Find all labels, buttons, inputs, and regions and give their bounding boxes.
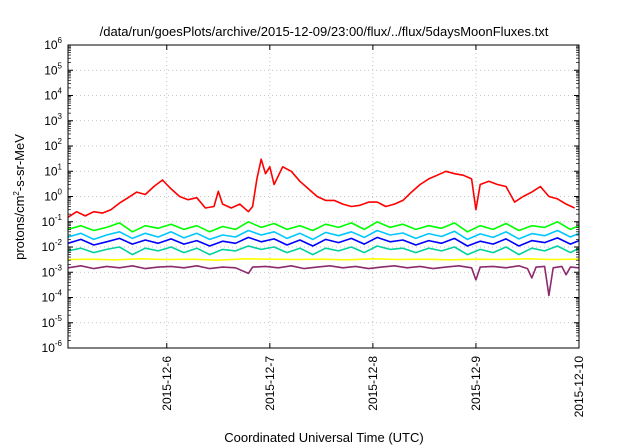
series-line bbox=[67, 245, 580, 256]
series-line bbox=[67, 221, 580, 233]
series-line bbox=[67, 257, 580, 262]
y-tick-label: 10-1 bbox=[42, 213, 63, 229]
chart-title: /data/run/goesPlots/archive/2015-12-09/2… bbox=[100, 24, 549, 39]
y-tick-label: 101 bbox=[44, 162, 62, 178]
y-tick-label: 10-3 bbox=[42, 263, 63, 279]
series-line bbox=[67, 236, 580, 247]
x-tick-label: 2015-12-9 bbox=[469, 356, 483, 411]
x-tick-label: 2015-12-8 bbox=[366, 356, 380, 411]
y-tick-label: 103 bbox=[44, 112, 62, 128]
y-tick-label: 100 bbox=[44, 188, 62, 204]
y-tick-label: 102 bbox=[44, 137, 62, 153]
data-series bbox=[67, 158, 580, 297]
grid-lines bbox=[68, 45, 579, 348]
y-tick-label: 104 bbox=[44, 87, 62, 103]
series-line bbox=[67, 229, 580, 241]
x-tick-label: 2015-12-7 bbox=[263, 356, 277, 411]
y-tick-label: 105 bbox=[44, 61, 62, 77]
x-axis-label: Coordinated Universal Time (UTC) bbox=[224, 430, 423, 445]
y-tick-label: 10-5 bbox=[42, 314, 63, 330]
y-axis-label: protons/cm2-s-sr-MeV bbox=[12, 134, 27, 260]
y-axis-ticks: 10-6 10-5 10-4 10-3 10-2 10-1 100 101 102 103 104 1… bbox=[42, 36, 579, 355]
y-tick-label: 10-2 bbox=[42, 238, 63, 254]
y-axis-label-base: protons/cm bbox=[12, 196, 27, 260]
x-axis-ticks: 2015-12-6 2015-12-7 2015-12-8 2015-12-9 2015… bbox=[160, 45, 586, 417]
y-tick-label: 10-4 bbox=[42, 289, 63, 305]
y-tick-label: 10-6 bbox=[42, 339, 63, 355]
y-axis-label-superscript: 2 bbox=[12, 191, 21, 196]
y-tick-label: 106 bbox=[44, 36, 62, 52]
x-tick-label: 2015-12-6 bbox=[160, 356, 174, 411]
series-line bbox=[67, 158, 576, 218]
series-line bbox=[67, 264, 580, 297]
y-axis-label-rest: -s-sr-MeV bbox=[12, 134, 27, 191]
x-tick-label: 2015-12-10 bbox=[572, 356, 586, 418]
